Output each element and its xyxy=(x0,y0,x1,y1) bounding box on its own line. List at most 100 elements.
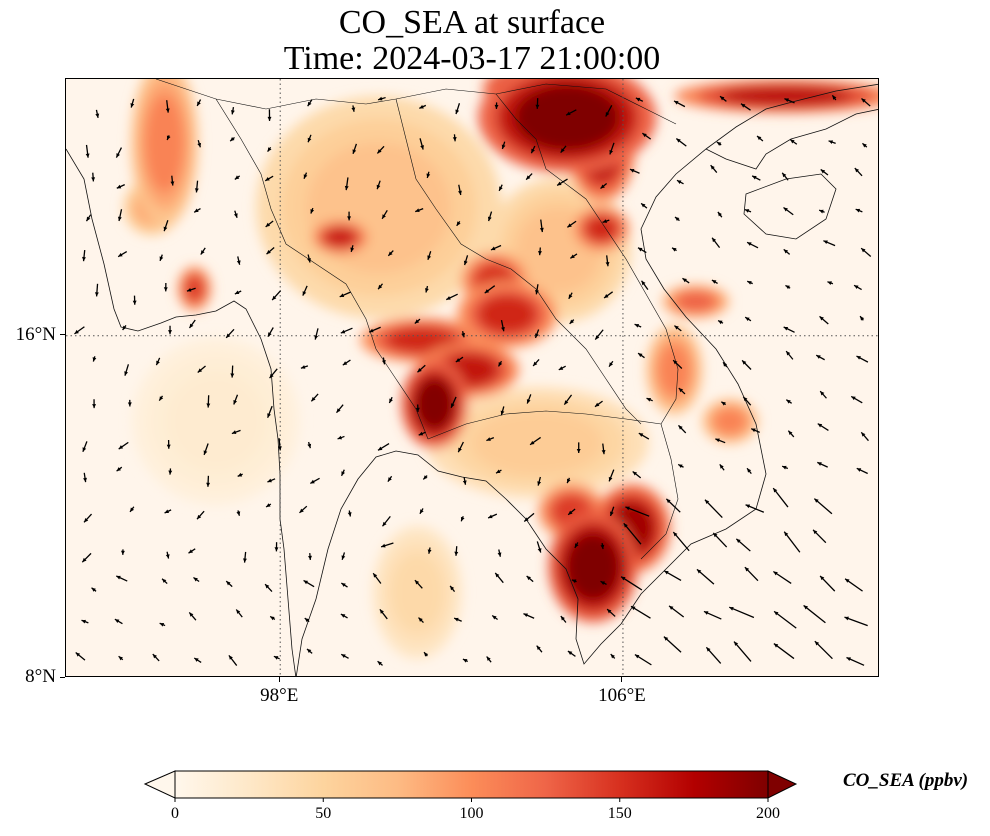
wind-arrow xyxy=(856,355,869,363)
wind-arrow xyxy=(231,429,241,435)
wind-arrow xyxy=(381,357,386,365)
wind-arrow xyxy=(844,616,868,627)
wind-arrow xyxy=(677,424,687,434)
lat-tick-mark xyxy=(60,334,65,336)
colorbar-tick-marks xyxy=(174,798,769,802)
wind-arrow xyxy=(741,359,752,370)
wind-arrow xyxy=(340,469,345,477)
wind-arrow xyxy=(267,109,272,121)
wind-arrow xyxy=(302,285,308,296)
wind-arrow xyxy=(491,614,498,621)
wind-arrow xyxy=(449,585,456,592)
wind-arrow xyxy=(498,184,503,192)
wind-arrow xyxy=(340,582,348,588)
wind-arrow xyxy=(711,279,718,284)
wind-arrow xyxy=(785,399,793,404)
co-hotspot xyxy=(676,291,716,312)
co-hotspot xyxy=(385,326,458,354)
wind-arrow xyxy=(188,548,196,554)
wind-arrow xyxy=(269,615,276,621)
co-hotspot xyxy=(566,533,620,600)
wind-arrow xyxy=(188,319,196,329)
wind-arrow xyxy=(720,401,727,406)
wind-arrow xyxy=(675,138,687,147)
wind-arrow xyxy=(229,136,235,142)
wind-arrow xyxy=(271,290,282,301)
wind-arrow xyxy=(819,315,829,325)
wind-arrow xyxy=(376,145,385,154)
wind-arrow xyxy=(206,475,211,487)
co-hotspot xyxy=(144,93,185,193)
wind-arrow xyxy=(486,656,492,663)
wind-arrow xyxy=(193,207,201,213)
co-hotspot xyxy=(414,377,455,431)
wind-arrow xyxy=(854,167,863,177)
wind-arrow xyxy=(455,103,461,115)
wind-arrow xyxy=(83,472,87,483)
wind-arrow xyxy=(716,141,722,146)
wind-arrow xyxy=(419,508,424,515)
wind-arrow xyxy=(166,440,171,449)
wind-arrow xyxy=(855,208,863,213)
wind-arrow xyxy=(526,394,532,404)
wind-arrow xyxy=(455,356,464,363)
wind-arrow xyxy=(116,466,123,472)
lon-tick-mark xyxy=(621,677,623,682)
wind-arrow xyxy=(813,498,833,515)
wind-arrow xyxy=(381,515,391,527)
wind-arrow xyxy=(414,579,423,589)
colorbar-extend-min xyxy=(143,770,176,799)
wind-arrow xyxy=(415,404,420,412)
wind-arrow xyxy=(450,396,457,408)
map-area xyxy=(65,78,879,677)
coastline-myanmar xyxy=(66,148,297,676)
wind-arrow xyxy=(846,656,865,666)
wind-arrow xyxy=(637,352,645,359)
wind-arrow xyxy=(535,98,540,109)
wind-arrow xyxy=(277,438,282,451)
wind-arrow xyxy=(783,326,795,333)
wind-arrow xyxy=(537,476,542,486)
wind-arrow xyxy=(234,175,241,180)
wind-arrow xyxy=(414,318,421,325)
wind-arrow xyxy=(307,441,312,449)
colorbar-tick-label: 200 xyxy=(756,805,780,822)
coastline-gulf-thailand xyxy=(295,450,622,676)
colorbar-extend-max xyxy=(767,770,798,799)
wind-arrow xyxy=(610,653,616,659)
wind-arrow xyxy=(827,281,834,285)
wind-arrow xyxy=(668,605,685,618)
wind-arrow xyxy=(206,395,211,408)
wind-arrow xyxy=(462,658,469,663)
wind-arrow xyxy=(853,284,862,291)
lon-tick-label: 106°E xyxy=(598,685,646,706)
wind-arrow xyxy=(828,140,836,145)
wind-arrow xyxy=(634,323,642,328)
map-subtitle-time: Time: 2024-03-17 21:00:00 xyxy=(283,40,661,77)
wind-arrow xyxy=(118,655,124,661)
wind-arrow xyxy=(532,358,540,367)
wind-arrow xyxy=(155,357,161,366)
wind-arrow xyxy=(197,365,206,373)
wind-arrow xyxy=(461,331,466,338)
wind-arrow xyxy=(535,284,539,295)
wind-arrow xyxy=(445,293,458,301)
wind-arrow xyxy=(225,580,233,588)
lat-tick-label: 8°N xyxy=(25,666,56,687)
wind-arrow xyxy=(571,579,577,584)
wind-arrow xyxy=(820,168,829,176)
wind-arrow xyxy=(751,175,761,181)
wind-arrow xyxy=(130,98,135,108)
wind-arrow xyxy=(567,508,576,516)
lat-tick-mark xyxy=(60,676,65,678)
wind-arrow xyxy=(342,359,351,366)
wind-arrow xyxy=(193,576,200,583)
wind-arrow xyxy=(243,551,247,563)
wind-arrow xyxy=(85,144,90,158)
colorbar-tick-label: 0 xyxy=(171,805,179,822)
wind-arrow xyxy=(785,350,794,360)
wind-arrow xyxy=(632,470,642,479)
wind-arrow xyxy=(710,164,718,173)
wind-arrow xyxy=(556,178,568,186)
wind-arrow xyxy=(122,324,127,331)
